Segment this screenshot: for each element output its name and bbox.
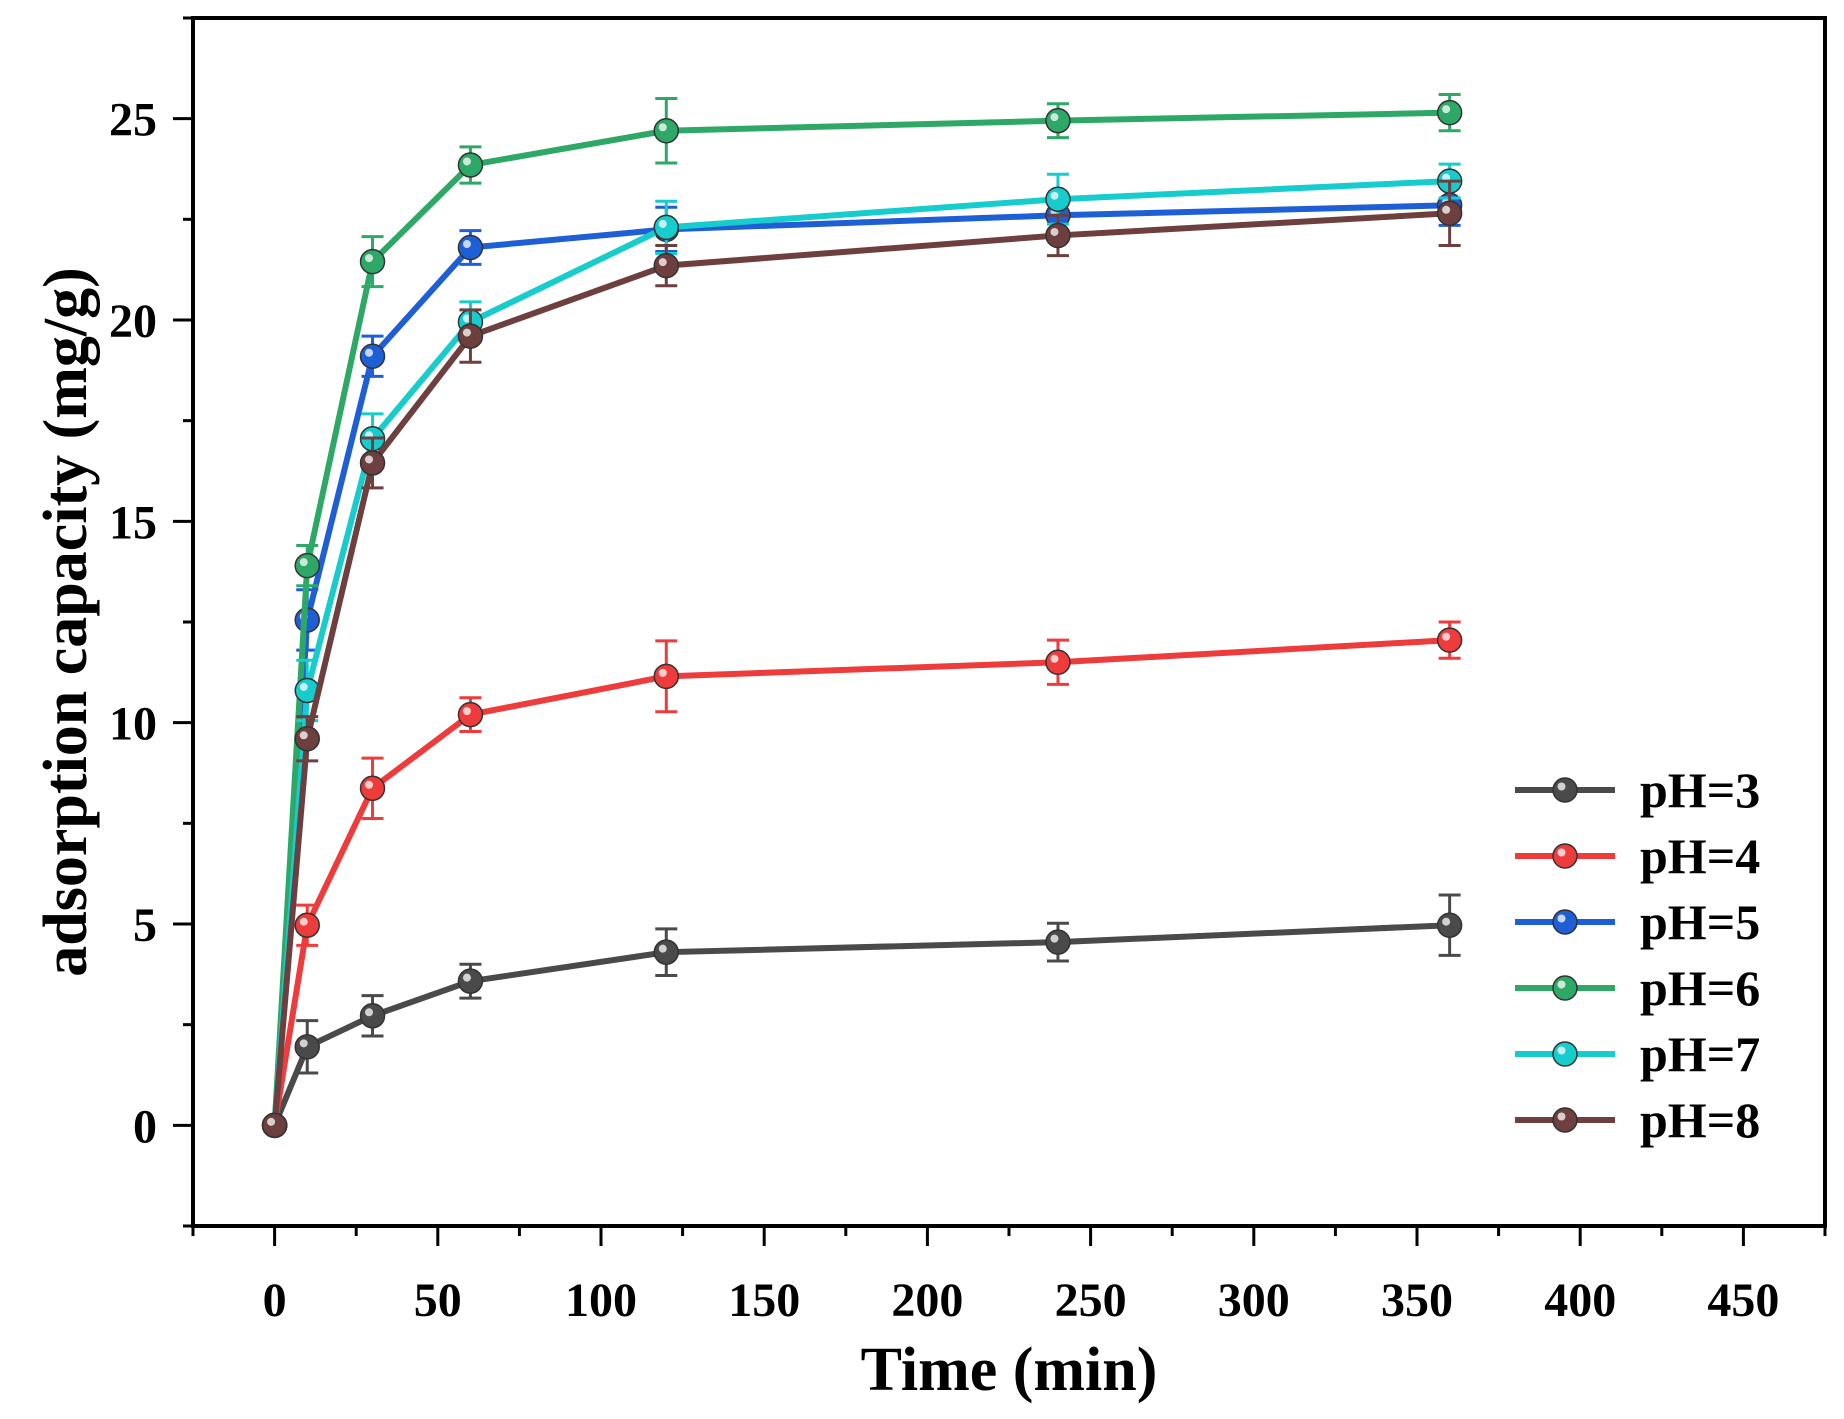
legend-item-ph-4: pH=4 — [1515, 828, 1760, 884]
x-axis-title: Time (min) — [861, 1336, 1158, 1404]
data-point — [294, 912, 320, 938]
data-point — [359, 1003, 386, 1029]
legend-label-ph-3: pH=3 — [1640, 762, 1760, 818]
x-tick-label-350: 350 — [1381, 1274, 1453, 1327]
data-point — [1045, 186, 1071, 212]
y-axis: 0 5 10 15 20 25 — [109, 16, 193, 1228]
data-point — [457, 152, 484, 178]
legend-marker — [1552, 777, 1578, 803]
series-line-ph-6 — [271, 109, 1450, 1126]
data-point — [261, 1112, 288, 1139]
data-point — [653, 214, 680, 241]
data-point — [457, 234, 484, 261]
legend-marker — [1552, 843, 1578, 869]
legend-item-ph-7: pH=7 — [1515, 1026, 1760, 1082]
data-point — [457, 968, 484, 994]
y-tick-label-20: 20 — [109, 295, 157, 348]
x-tick-label-400: 400 — [1544, 1274, 1616, 1327]
data-point — [294, 726, 320, 752]
legend-label-ph-7: pH=7 — [1640, 1026, 1760, 1082]
data-point — [1436, 200, 1463, 227]
legend-item-ph-3: pH=3 — [1515, 762, 1760, 818]
legend-marker — [1552, 1107, 1578, 1133]
data-point — [653, 939, 680, 965]
data-point — [1436, 99, 1463, 126]
legend-marker — [1552, 975, 1578, 1001]
data-point — [1045, 649, 1071, 676]
data-point — [1045, 222, 1071, 249]
legend: pH=3 pH=4 pH=5 pH=6 pH=7 pH=8 — [1515, 762, 1760, 1148]
x-tick-label-100: 100 — [565, 1274, 637, 1327]
x-tick-label-0: 0 — [263, 1274, 287, 1327]
data-point — [359, 450, 386, 476]
data-point — [457, 323, 484, 349]
data-point — [1045, 107, 1071, 134]
legend-marker — [1552, 909, 1578, 935]
y-tick-label-5: 5 — [133, 899, 157, 952]
data-point — [653, 117, 680, 144]
y-tick-label-25: 25 — [109, 94, 157, 147]
series-line-ph-3 — [271, 922, 1450, 1127]
series-line-ph-7 — [271, 178, 1450, 1126]
series-ph-8 — [261, 179, 1463, 1139]
data-point — [294, 677, 320, 704]
y-axis-title: adsorption capacity (mg/g) — [32, 267, 100, 977]
data-point — [1436, 627, 1463, 653]
data-point — [359, 343, 386, 369]
data-point — [653, 663, 680, 690]
legend-label-ph-4: pH=4 — [1640, 828, 1760, 884]
data-point — [653, 252, 680, 279]
series-line-ph-4 — [271, 637, 1450, 1126]
data-point — [294, 552, 320, 579]
series-ph-4 — [261, 620, 1463, 1139]
legend-label-ph-6: pH=6 — [1640, 960, 1760, 1016]
legend-item-ph-8: pH=8 — [1515, 1092, 1760, 1148]
x-tick-label-50: 50 — [414, 1274, 462, 1327]
legend-item-ph-6: pH=6 — [1515, 960, 1760, 1016]
x-axis: 0 50 100 150 200 250 300 350 400 450 — [191, 1226, 1827, 1327]
data-point — [1436, 912, 1463, 938]
x-tick-label-200: 200 — [891, 1274, 963, 1327]
data-point — [1045, 929, 1071, 955]
data-point — [294, 1034, 320, 1060]
y-tick-label-15: 15 — [109, 496, 157, 549]
series-ph-3 — [261, 893, 1463, 1139]
x-tick-label-250: 250 — [1055, 1274, 1127, 1327]
x-tick-label-300: 300 — [1218, 1274, 1290, 1327]
series-ph-5 — [261, 183, 1463, 1139]
x-tick-label-150: 150 — [728, 1274, 800, 1327]
legend-item-ph-5: pH=5 — [1515, 894, 1760, 950]
data-point — [359, 775, 386, 802]
data-point — [457, 701, 484, 728]
legend-marker — [1552, 1041, 1578, 1067]
y-tick-label-10: 10 — [109, 698, 157, 751]
legend-label-ph-5: pH=5 — [1640, 894, 1760, 950]
y-tick-label-0: 0 — [133, 1100, 157, 1153]
x-tick-label-450: 450 — [1707, 1274, 1779, 1327]
data-point — [359, 248, 386, 275]
legend-label-ph-8: pH=8 — [1640, 1092, 1760, 1148]
series-layer — [261, 93, 1463, 1139]
